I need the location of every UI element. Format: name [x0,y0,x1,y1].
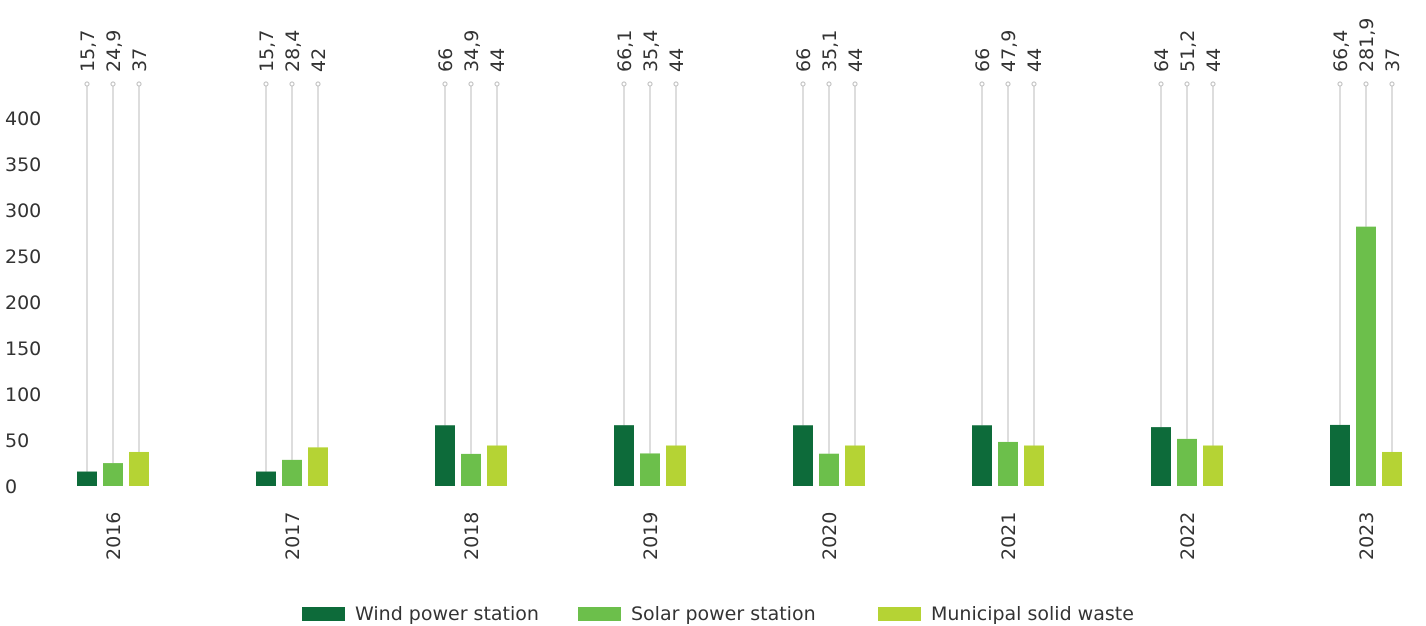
bar [487,445,507,486]
value-label: 42 [308,48,330,72]
leader-dot [1210,81,1216,87]
leader-dot [1158,81,1164,87]
x-tick-label: 2022 [1177,512,1199,560]
bar [282,459,302,486]
value-label: 44 [1024,48,1046,72]
value-label: 51,2 [1177,30,1199,72]
bar [1330,424,1350,486]
leader-dot [1005,81,1011,87]
value-label: 44 [487,48,509,72]
bar [256,471,276,486]
value-label: 66 [793,48,815,72]
bar [1177,438,1197,486]
bar [1203,445,1223,486]
x-tick-label: 2016 [103,512,125,560]
leader-dot [673,81,679,87]
y-tick-label: 100 [5,384,41,406]
leader-dot [1184,81,1190,87]
bar [461,453,481,486]
leader-dot [826,81,832,87]
bar [308,447,328,486]
leader-dot [800,81,806,87]
y-tick-label: 150 [5,338,41,360]
leader-dot [110,81,116,87]
leader-dot [315,81,321,87]
legend-swatch [878,607,921,621]
bar [103,463,123,486]
bar [1024,445,1044,486]
leader-dot [979,81,985,87]
bar [845,445,865,486]
y-tick-label: 350 [5,154,41,176]
bar [640,453,660,486]
leader-dot [621,81,627,87]
legend-swatch [578,607,621,621]
value-label: 281,9 [1356,18,1378,72]
value-label: 66 [972,48,994,72]
bar [998,441,1018,486]
y-tick-label: 50 [5,430,29,452]
value-label: 35,4 [640,30,662,72]
leader-dot [852,81,858,87]
value-label: 44 [845,48,867,72]
value-label: 37 [1382,48,1404,72]
leader-dot [289,81,295,87]
bar [1151,427,1171,486]
leader-dot [263,81,269,87]
leader-dot [468,81,474,87]
value-label: 37 [129,48,151,72]
x-tick-label: 2021 [998,512,1020,560]
legend-label: Municipal solid waste [931,603,1134,625]
bar [1382,451,1402,486]
bar [793,425,813,486]
leader-dot [1363,81,1369,87]
value-label: 15,7 [77,30,99,72]
leader-dot [1337,81,1343,87]
y-tick-label: 250 [5,246,41,268]
x-tick-label: 2019 [640,512,662,560]
value-label: 66 [435,48,457,72]
leader-dot [647,81,653,87]
y-tick-label: 200 [5,292,41,314]
value-label: 47,9 [998,30,1020,72]
value-label: 44 [666,48,688,72]
x-tick-label: 2018 [461,512,483,560]
x-tick-label: 2020 [819,512,841,560]
x-tick-label: 2017 [282,512,304,560]
legend-label: Wind power station [355,603,539,625]
bar [666,445,686,486]
bar [819,453,839,486]
bar [614,425,634,486]
value-label: 44 [1203,48,1225,72]
value-label: 66,4 [1330,30,1352,72]
value-label: 34,9 [461,30,483,72]
legend-swatch [302,607,345,621]
y-tick-label: 400 [5,108,41,130]
value-label: 15,7 [256,30,278,72]
bar [129,451,149,486]
bar [972,425,992,486]
leader-dot [1031,81,1037,87]
y-tick-label: 0 [5,476,17,498]
bar [77,471,97,486]
y-tick-label: 300 [5,200,41,222]
value-label: 64 [1151,48,1173,72]
x-tick-label: 2023 [1356,512,1378,560]
bar [435,425,455,486]
legend-label: Solar power station [631,603,816,625]
leader-dot [1389,81,1395,87]
value-label: 28,4 [282,30,304,72]
leader-dot [136,81,142,87]
leader-dot [442,81,448,87]
bar [1356,226,1376,487]
value-label: 66,1 [614,30,636,72]
value-label: 35,1 [819,30,841,72]
leader-dot [84,81,90,87]
value-label: 24,9 [103,30,125,72]
leader-dot [494,81,500,87]
